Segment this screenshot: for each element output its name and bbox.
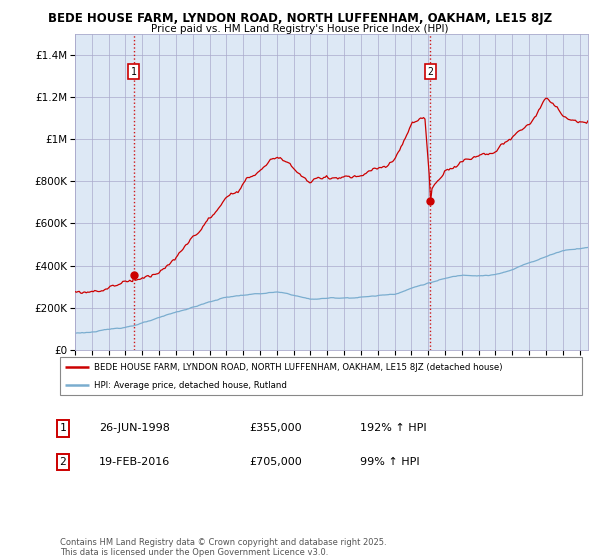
- Text: £355,000: £355,000: [249, 423, 302, 433]
- Text: BEDE HOUSE FARM, LYNDON ROAD, NORTH LUFFENHAM, OAKHAM, LE15 8JZ: BEDE HOUSE FARM, LYNDON ROAD, NORTH LUFF…: [48, 12, 552, 25]
- Text: 1: 1: [131, 67, 136, 77]
- Text: Price paid vs. HM Land Registry's House Price Index (HPI): Price paid vs. HM Land Registry's House …: [151, 24, 449, 34]
- Text: 2: 2: [427, 67, 433, 77]
- Text: £705,000: £705,000: [249, 457, 302, 467]
- Text: 99% ↑ HPI: 99% ↑ HPI: [360, 457, 419, 467]
- Text: Contains HM Land Registry data © Crown copyright and database right 2025.
This d: Contains HM Land Registry data © Crown c…: [60, 538, 386, 557]
- FancyBboxPatch shape: [60, 357, 582, 395]
- Text: HPI: Average price, detached house, Rutland: HPI: Average price, detached house, Rutl…: [94, 381, 287, 390]
- Text: BEDE HOUSE FARM, LYNDON ROAD, NORTH LUFFENHAM, OAKHAM, LE15 8JZ (detached house): BEDE HOUSE FARM, LYNDON ROAD, NORTH LUFF…: [94, 363, 502, 372]
- Text: 2: 2: [59, 457, 67, 467]
- Text: 192% ↑ HPI: 192% ↑ HPI: [360, 423, 427, 433]
- Text: 1: 1: [59, 423, 67, 433]
- Text: 26-JUN-1998: 26-JUN-1998: [99, 423, 170, 433]
- Text: 19-FEB-2016: 19-FEB-2016: [99, 457, 170, 467]
